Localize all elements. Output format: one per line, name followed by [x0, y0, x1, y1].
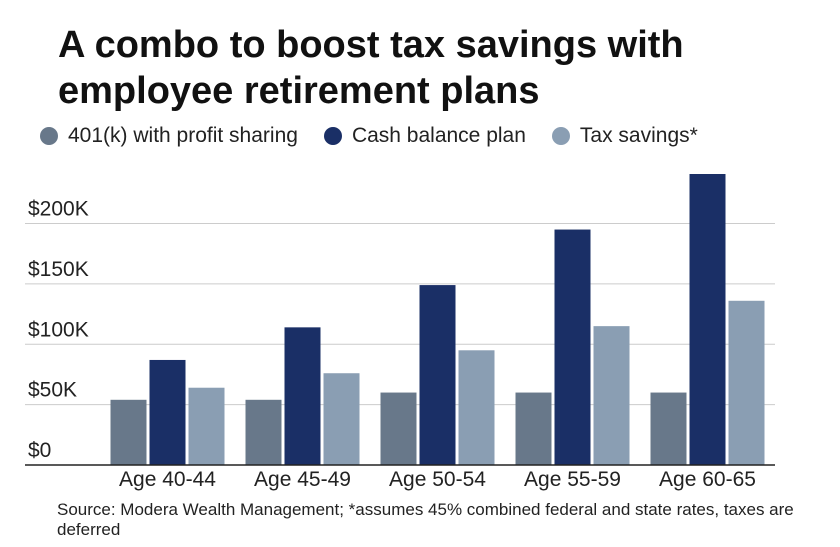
legend-item-401k: 401(k) with profit sharing	[40, 124, 298, 148]
legend-dot-cash-balance-icon	[323, 127, 342, 145]
bar-401k	[515, 392, 552, 465]
x-tick-label: Age 40-44	[119, 468, 216, 491]
bar-cash	[554, 229, 591, 465]
bar-cash	[149, 359, 186, 465]
bar-401k	[650, 392, 687, 465]
bar-tax	[593, 326, 630, 465]
chart-title: A combo to boost tax savings with employ…	[58, 24, 684, 112]
bar-tax	[188, 387, 225, 465]
y-tick-label: $0	[28, 439, 51, 462]
legend-item-cash-balance: Cash balance plan	[323, 124, 526, 148]
legend-item-tax-savings: Tax savings*	[551, 124, 698, 148]
legend-label-tax-savings: Tax savings*	[579, 124, 698, 147]
legend-label-cash-balance: Cash balance plan	[351, 124, 526, 147]
y-tick-label: $50K	[28, 379, 77, 402]
source-note: Source: Modera Wealth Management; *assum…	[57, 500, 794, 539]
legend: 401(k) with profit sharing Cash balance …	[40, 122, 724, 150]
bar-401k	[110, 399, 147, 465]
bar-cash	[419, 285, 456, 465]
x-tick-label: Age 45-49	[254, 468, 351, 491]
bar-tax	[458, 350, 495, 465]
bar-401k	[380, 392, 417, 465]
x-tick-label: Age 55-59	[524, 468, 621, 491]
x-tick-label: Age 60-65	[659, 468, 756, 491]
x-tick-label: Age 50-54	[389, 468, 486, 491]
bar-tax	[323, 373, 360, 465]
bar-tax	[728, 300, 765, 465]
y-tick-label: $150K	[28, 258, 89, 281]
bar-cash	[284, 327, 321, 465]
legend-dot-tax-savings-icon	[551, 127, 570, 145]
bar-cash	[689, 174, 726, 465]
bar-401k	[245, 399, 282, 465]
legend-dot-401k-icon	[40, 127, 58, 145]
legend-label-401k: 401(k) with profit sharing	[68, 124, 298, 147]
y-tick-label: $100K	[28, 318, 89, 341]
y-tick-label: $200K	[28, 198, 89, 221]
